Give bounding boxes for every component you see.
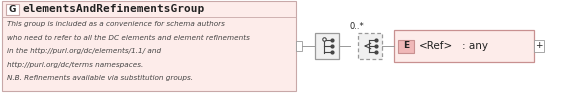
Bar bbox=[394, 30, 534, 62]
Bar bbox=[2, 1, 296, 91]
Bar bbox=[534, 40, 544, 52]
Text: <Ref>: <Ref> bbox=[419, 41, 453, 51]
Text: in the http://purl.org/dc/elements/1.1/ and: in the http://purl.org/dc/elements/1.1/ … bbox=[7, 48, 161, 54]
Bar bbox=[6, 4, 19, 15]
Bar bbox=[398, 40, 414, 53]
Text: This group is included as a convenience for schema authors: This group is included as a convenience … bbox=[7, 21, 225, 27]
Text: : any: : any bbox=[462, 41, 488, 51]
Text: +: + bbox=[535, 41, 542, 50]
Text: who need to refer to all the DC elements and element refinements: who need to refer to all the DC elements… bbox=[7, 35, 250, 40]
Bar bbox=[296, 41, 302, 51]
Text: elementsAndRefinementsGroup: elementsAndRefinementsGroup bbox=[23, 4, 205, 14]
Text: G: G bbox=[9, 5, 16, 14]
Bar bbox=[315, 33, 339, 59]
Text: http://purl.org/dc/terms namespaces.: http://purl.org/dc/terms namespaces. bbox=[7, 61, 143, 68]
Text: N.B. Refinements available via substitution groups.: N.B. Refinements available via substitut… bbox=[7, 75, 193, 81]
Text: E: E bbox=[403, 41, 409, 50]
Bar bbox=[358, 33, 382, 59]
Text: 0..*: 0..* bbox=[350, 22, 365, 31]
